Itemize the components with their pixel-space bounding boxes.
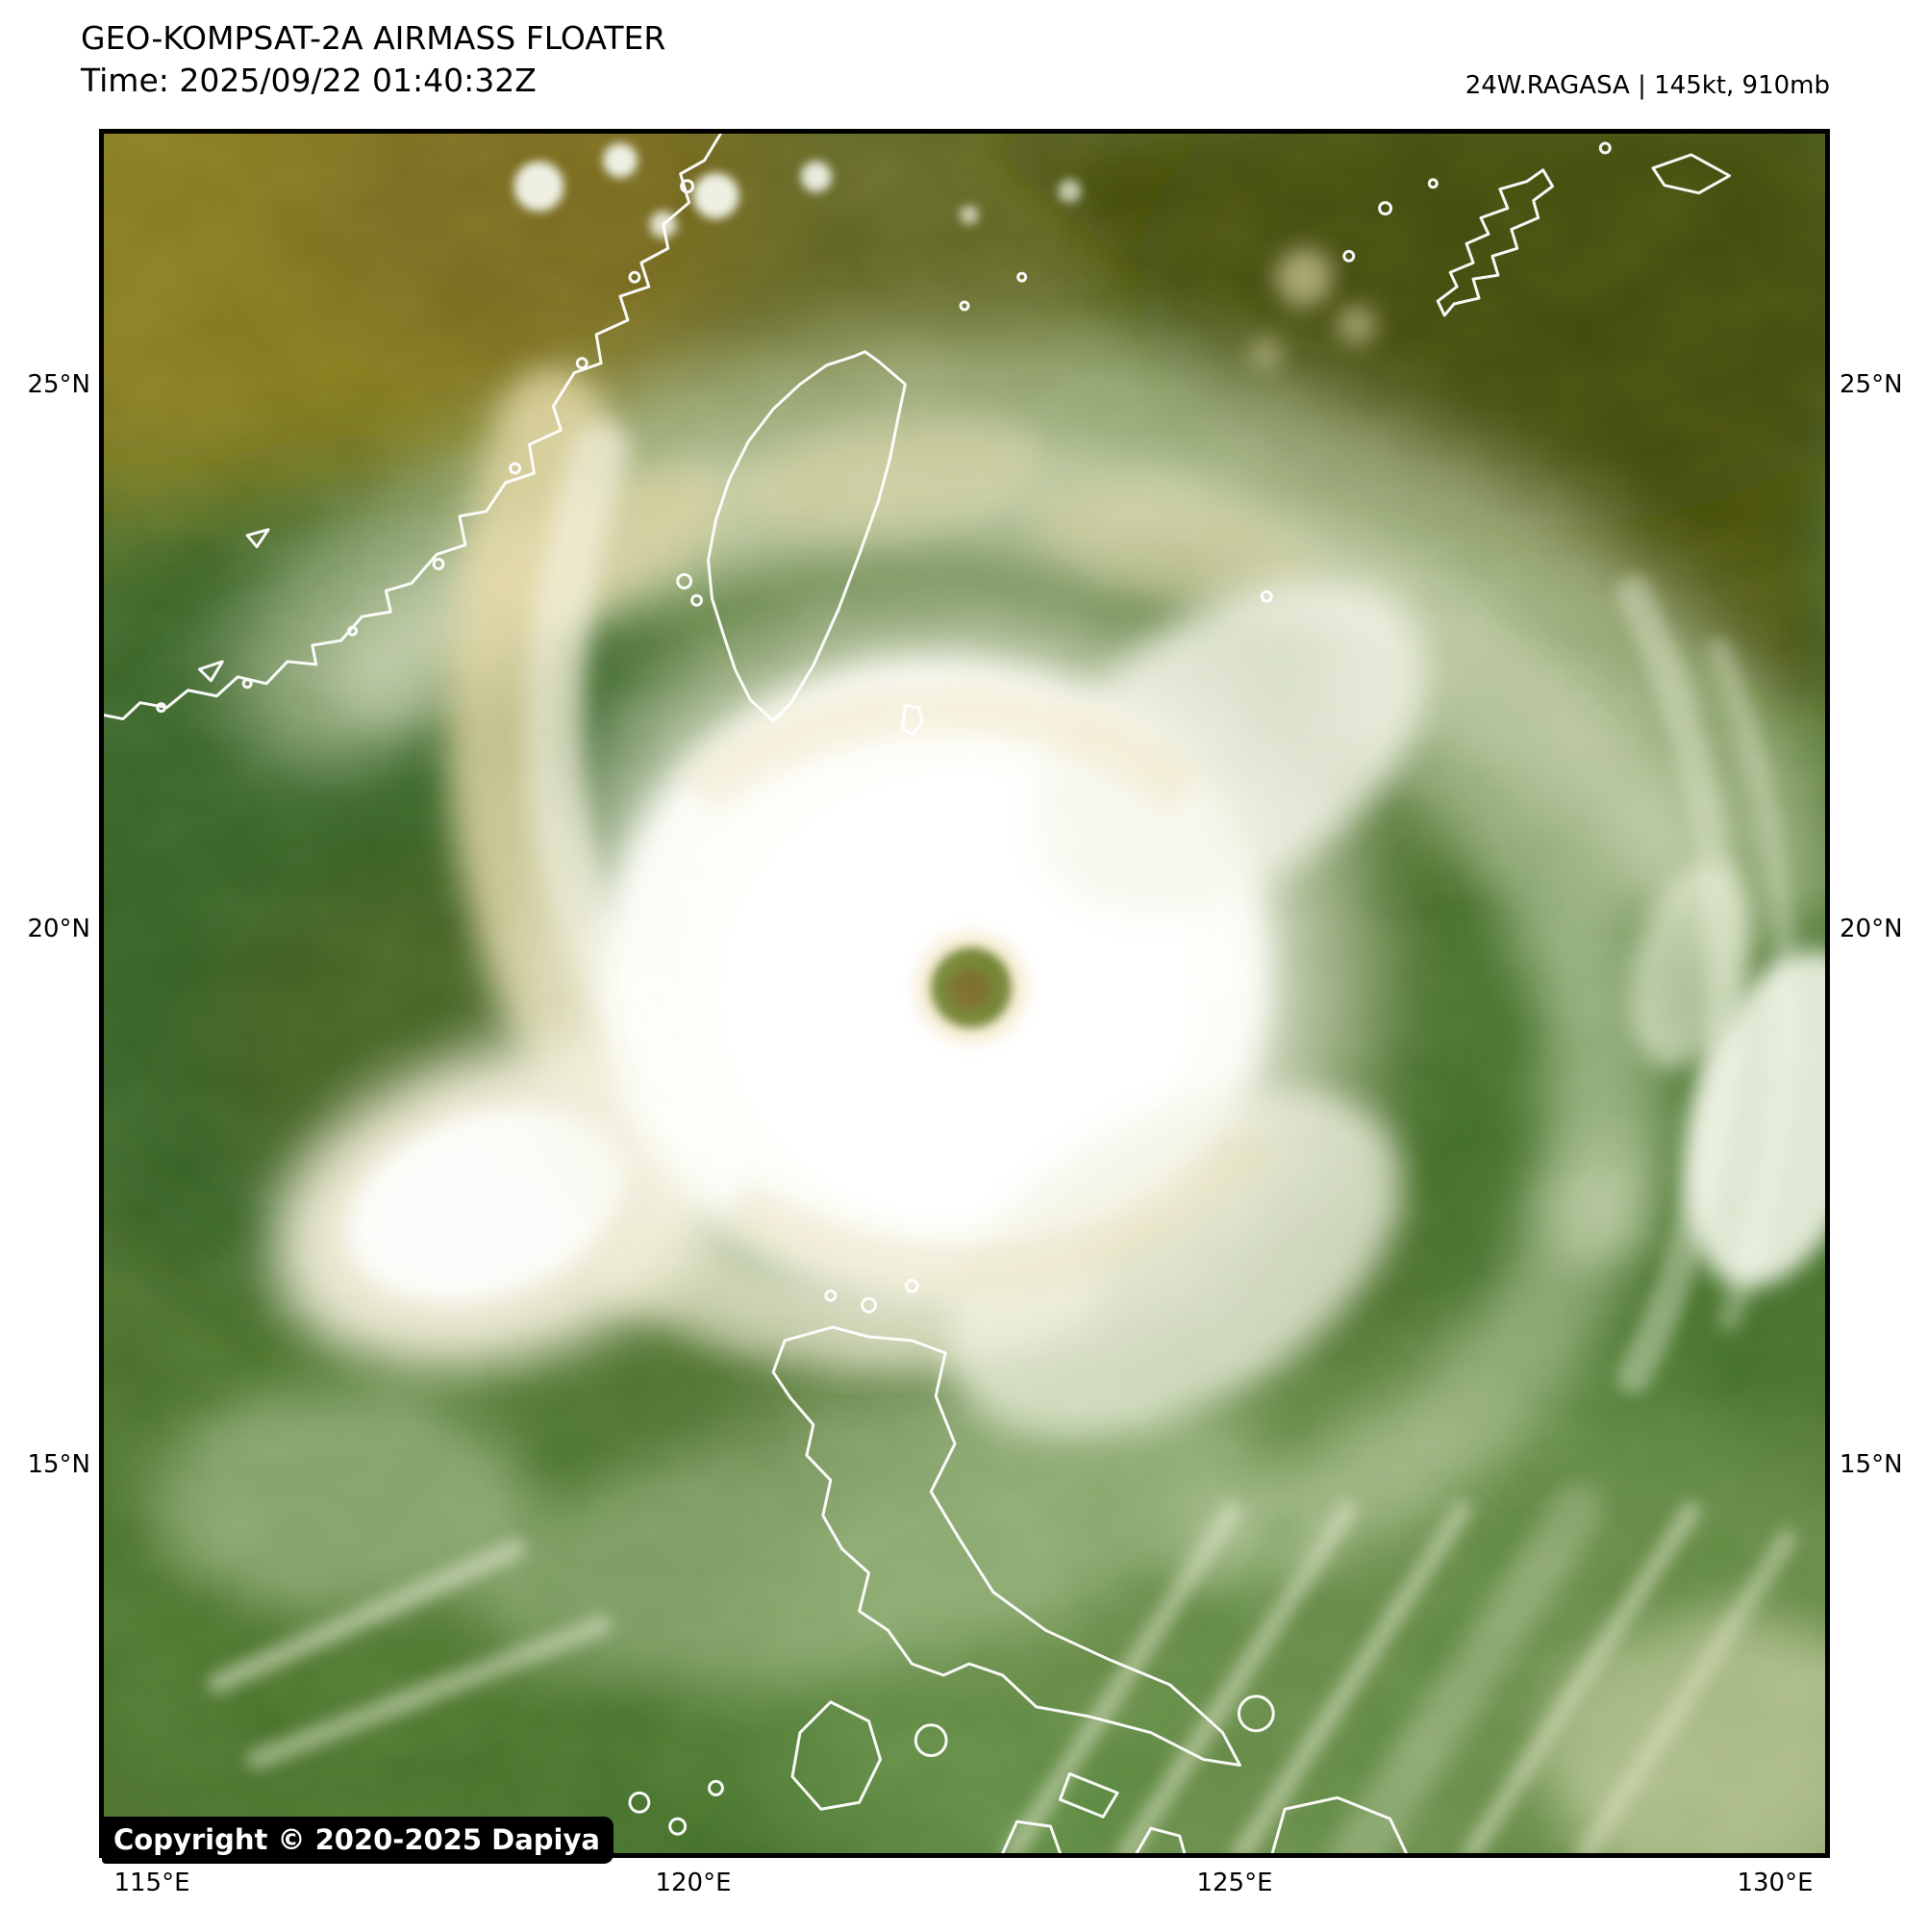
lon-label-115e: 115°E: [113, 1869, 190, 1897]
satellite-image: [104, 134, 1825, 1853]
lat-label-left-25n: 25°N: [27, 370, 90, 399]
lat-label-right-15n: 15°N: [1840, 1450, 1903, 1479]
lon-label-120e: 120°E: [655, 1869, 732, 1897]
header-block: GEO-KOMPSAT-2A AIRMASS FLOATER Time: 202…: [81, 17, 665, 102]
map-frame: [99, 129, 1830, 1858]
lat-label-left-20n: 20°N: [27, 915, 90, 943]
lat-label-left-15n: 15°N: [27, 1450, 90, 1479]
storm-eye: [915, 932, 1027, 1043]
lat-label-right-25n: 25°N: [1840, 370, 1903, 399]
product-title: GEO-KOMPSAT-2A AIRMASS FLOATER: [81, 19, 666, 57]
copyright-badge: Copyright © 2020-2025 Dapiya: [102, 1817, 613, 1864]
lon-label-125e: 125°E: [1196, 1869, 1273, 1897]
timestamp: Time: 2025/09/22 01:40:32Z: [81, 62, 537, 99]
storm-info: 24W.RAGASA | 145kt, 910mb: [1465, 71, 1830, 100]
lat-label-right-20n: 20°N: [1840, 915, 1903, 943]
lon-label-130e: 130°E: [1737, 1869, 1814, 1897]
